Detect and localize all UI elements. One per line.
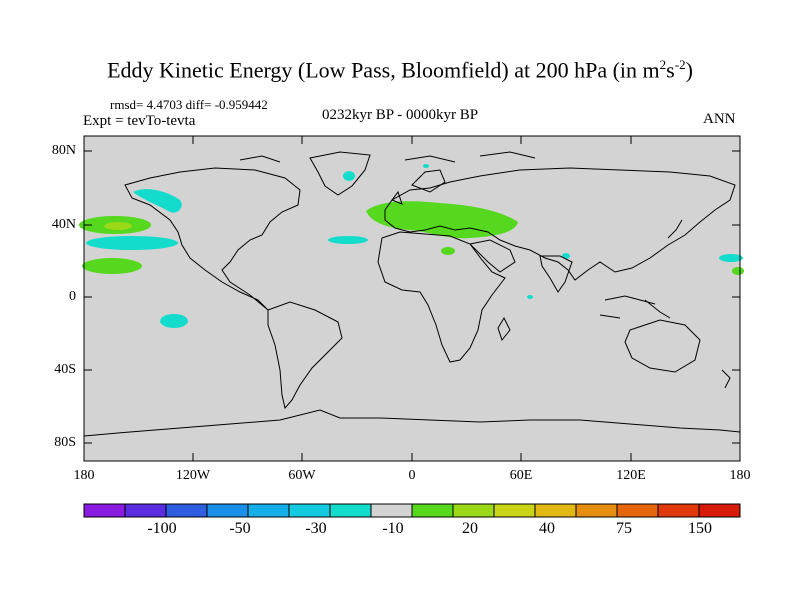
negative-anomaly-regions — [86, 164, 743, 328]
anomaly-alaska — [133, 189, 182, 213]
experiment-label: Expt = tevTo-tevta — [83, 113, 196, 129]
colorbar-swatch — [493, 503, 536, 518]
coast-japan — [667, 219, 683, 239]
anomaly-north-pacific-core — [104, 222, 132, 230]
colorbar-label: -50 — [229, 520, 251, 537]
colorbar-label: 20 — [462, 520, 478, 537]
colorbar-swatch — [616, 503, 659, 518]
colorbar-label: 75 — [616, 520, 632, 537]
colorbar-swatch — [370, 503, 413, 518]
anomaly-arctic — [423, 164, 429, 168]
coast-antarctica — [83, 409, 741, 437]
x-tick-marks — [83, 136, 741, 461]
period-label: 0232kyr BP - 0000kyr BP — [322, 107, 479, 123]
x-tick-label-60e: 60E — [509, 468, 533, 483]
coast-eurasia — [384, 167, 736, 281]
x-tick-label-120w: 120W — [175, 468, 211, 483]
x-tick-label-120e: 120E — [616, 468, 646, 483]
anomaly-northwest-pacific — [719, 254, 743, 262]
coast-south-america — [267, 301, 343, 410]
coast-new-zealand — [721, 369, 731, 389]
colorbar-swatch — [83, 503, 126, 518]
colorbar-swatch — [165, 503, 208, 518]
coastlines — [83, 151, 741, 437]
colorbar-label: -100 — [147, 520, 177, 537]
y-tick-label-80n: 80N — [51, 143, 76, 158]
rmsd-diff-text: rmsd= 4.4703 diff= -0.959442 — [110, 97, 268, 112]
coast-north-america — [124, 167, 301, 311]
season-label: ANN — [703, 111, 736, 127]
anomaly-subtropical-pacific — [82, 258, 142, 274]
colorbar-swatch — [534, 503, 577, 518]
colorbar — [83, 503, 741, 518]
y-tick-marks — [84, 150, 740, 444]
colorbar-swatch — [124, 503, 167, 518]
colorbar-swatch — [657, 503, 700, 518]
coast-southeast-asia — [599, 295, 671, 319]
colorbar-label: -10 — [382, 520, 404, 537]
y-tick-label-0: 0 — [69, 289, 76, 304]
anomaly-east-pacific — [732, 267, 744, 275]
x-tick-label-180w: 180 — [73, 468, 95, 483]
colorbar-label: -30 — [305, 520, 327, 537]
coast-northern-europe — [391, 169, 446, 205]
colorbar-label: 40 — [539, 520, 555, 537]
colorbar-swatch — [206, 503, 249, 518]
anomaly-central-pacific — [86, 236, 178, 250]
x-tick-label-0: 0 — [408, 468, 416, 483]
colorbar-swatch — [452, 503, 495, 518]
y-tick-label-40n: 40N — [51, 217, 76, 232]
anomaly-south-pacific — [160, 314, 188, 328]
plot-title: Eddy Kinetic Energy (Low Pass, Bloomfiel… — [107, 57, 693, 83]
y-tick-label-80s: 80S — [54, 435, 76, 450]
anomaly-indian-ocean — [527, 295, 533, 299]
coast-madagascar — [497, 316, 511, 342]
coast-arabia — [468, 239, 516, 273]
anomaly-mediterranean — [366, 201, 518, 239]
colorbar-swatch — [575, 503, 618, 518]
positive-anomaly-regions — [79, 201, 744, 275]
coast-greenland — [309, 151, 371, 196]
anomaly-egypt — [441, 247, 455, 255]
coast-arctic-islands — [239, 151, 536, 163]
x-tick-label-60w: 60W — [288, 468, 316, 483]
coast-australia — [624, 319, 701, 373]
anomaly-greenland — [343, 171, 355, 181]
colorbar-swatch — [329, 503, 372, 518]
y-tick-label-40s: 40S — [54, 362, 76, 377]
coast-africa — [377, 231, 506, 363]
colorbar-swatch — [411, 503, 454, 518]
x-tick-label-180e: 180 — [729, 468, 751, 483]
colorbar-swatch — [288, 503, 331, 518]
colorbar-label: 150 — [688, 520, 712, 537]
coast-india — [539, 255, 573, 293]
colorbar-swatch — [698, 503, 741, 518]
colorbar-swatch — [247, 503, 290, 518]
anomaly-mid-atlantic — [328, 236, 368, 244]
